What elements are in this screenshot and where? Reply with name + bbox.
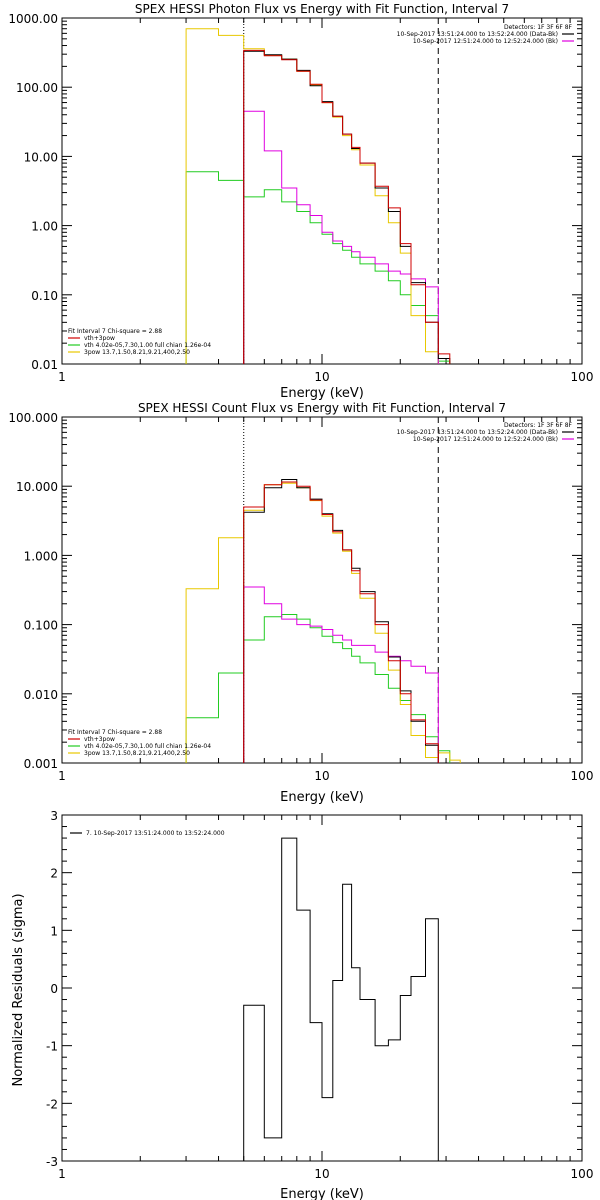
x-tick-label: 1 [58, 1167, 66, 1181]
series-residuals-line [243, 837, 439, 1161]
legend-total-fit: vth+3pow [84, 335, 115, 342]
count-flux-x-axis-label: Energy (keV) [280, 790, 364, 805]
series--bk--line [243, 110, 439, 364]
y-tick-label: 2 [50, 867, 58, 881]
x-tick-label: 100 [571, 1167, 594, 1181]
x-tick-label: 1 [58, 769, 66, 783]
residuals-y-axis-label: Normalized Residuals (sigma) [11, 893, 26, 1086]
plot-frame [61, 814, 583, 1162]
y-tick-label: -1 [46, 1040, 58, 1054]
legend-3pow: 3pow 13.7,1.50,8.21,9.21,400,2.50 [84, 750, 190, 757]
count-flux-panel: SPEX HESSI Count Flux vs Energy with Fit… [8, 401, 593, 805]
y-tick-label: 1 [50, 924, 58, 938]
fit-interval-label: Fit Interval 7 Chi-square = 2.88 [68, 729, 162, 736]
y-tick-label: 0.01 [31, 358, 58, 372]
y-tick-label: -3 [46, 1155, 58, 1169]
y-tick-label: 0.010 [24, 688, 58, 702]
count-flux-header: Detectors: 1F 3F 6F 8F 10-Sep-2017 13:51… [397, 422, 573, 443]
count-flux-legend: Fit Interval 7 Chi-square = 2.88 vth+3po… [68, 729, 211, 757]
x-tick-label: 10 [314, 769, 329, 783]
detectors-label: Detectors: 1F 3F 6F 8F [504, 422, 573, 429]
y-tick-label: 100.00 [16, 81, 58, 95]
y-tick-label: 10.000 [16, 480, 58, 494]
photon-flux-legend: Fit Interval 7 Chi-square = 2.88 vth+3po… [68, 328, 211, 356]
series--data-bk--line [243, 50, 451, 364]
x-tick-label: 10 [314, 370, 329, 384]
y-tick-label: 3 [50, 809, 58, 823]
series--bk--line [243, 586, 439, 763]
photon-flux-panel: SPEX HESSI Photon Flux vs Energy with Fi… [8, 2, 593, 401]
series-vth-line [185, 171, 451, 364]
data-interval-label: 10-Sep-2017 13:51:24.000 to 13:52:24.000… [397, 31, 558, 38]
y-tick-label: 0.10 [31, 289, 58, 303]
residuals-x-axis-label: Energy (keV) [280, 1187, 364, 1200]
series-vth-3pow-line [243, 481, 439, 763]
legend-3pow: 3pow 13.7,1.50,8.21,9.21,400,2.50 [84, 349, 190, 356]
x-tick-label: 10 [314, 1167, 329, 1181]
y-tick-label: 0.001 [24, 757, 58, 771]
series--data-bk--line [243, 479, 439, 763]
detectors-label: Detectors: 1F 3F 6F 8F [504, 24, 573, 31]
y-tick-label: 1.00 [31, 220, 58, 234]
x-tick-label: 100 [571, 769, 594, 783]
background-interval-label: 10-Sep-2017 12:51:24.000 to 12:52:24.000… [413, 38, 558, 45]
plot-frame [61, 17, 583, 365]
y-tick-label: 0.100 [24, 619, 58, 633]
plot-frame [61, 416, 583, 764]
y-tick-label: 0 [50, 982, 58, 996]
photon-flux-plot-area: 1 10 100 0.01 0.10 1.00 10.00 100.00 1000.00 [8, 12, 593, 384]
series-3pow-line [185, 28, 439, 364]
y-tick-label: -2 [46, 1097, 58, 1111]
residuals-panel: 1 10 100 -3 -2 -1 0 1 2 3 Energy (keV) Normalized… [11, 809, 593, 1200]
y-tick-label: 1000.00 [8, 12, 58, 26]
fit-interval-label: Fit Interval 7 Chi-square = 2.88 [68, 328, 162, 335]
x-tick-label: 100 [571, 370, 594, 384]
legend-vth: vth 4.02e-05,7.30,1.00 full chian 1.26e-… [84, 743, 211, 750]
residuals-legend: 7. 10-Sep-2017 13:51:24.000 to 13:52:24.… [86, 830, 225, 837]
y-tick-label: 100.000 [8, 411, 58, 425]
series-vth-3pow-line [243, 49, 451, 364]
y-tick-label: 1.000 [24, 549, 58, 563]
count-flux-plot-area: 1 10 100 0.001 0.010 0.100 1.000 10.000 100.000 [8, 411, 593, 783]
background-interval-label: 10-Sep-2017 12:51:24.000 to 12:52:24.000… [413, 436, 558, 443]
count-flux-title: SPEX HESSI Count Flux vs Energy with Fit… [138, 401, 506, 415]
legend-total-fit: vth+3pow [84, 736, 115, 743]
photon-flux-header: Detectors: 1F 3F 6F 8F 10-Sep-2017 13:51… [397, 24, 573, 45]
x-tick-label: 1 [58, 370, 66, 384]
legend-vth: vth 4.02e-05,7.30,1.00 full chian 1.26e-… [84, 342, 211, 349]
photon-flux-title: SPEX HESSI Photon Flux vs Energy with Fi… [135, 2, 509, 16]
residuals-interval-label: 7. 10-Sep-2017 13:51:24.000 to 13:52:24.… [86, 830, 225, 837]
series-vth-line [185, 614, 451, 763]
residuals-plot-area: 1 10 100 -3 -2 -1 0 1 2 3 [46, 809, 593, 1181]
y-tick-label: 10.00 [24, 150, 58, 164]
data-interval-label: 10-Sep-2017 13:51:24.000 to 13:52:24.000… [397, 429, 558, 436]
photon-flux-x-axis-label: Energy (keV) [280, 386, 364, 401]
